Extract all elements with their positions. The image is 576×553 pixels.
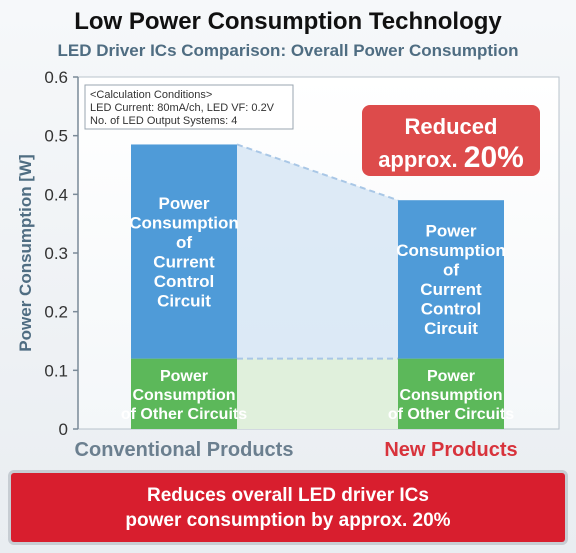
current-control-label-line: Consumption [396,241,506,260]
current-control-label-line: of [443,261,459,280]
chart-subtitle: LED Driver ICs Comparison: Overall Power… [57,41,519,60]
callout-value: 20% [464,141,524,174]
current-control-label-line: of [176,233,192,252]
y-tick-label: 0.5 [44,127,68,146]
current-control-label-line: Current [420,280,482,299]
x-category-label: Conventional Products [75,439,294,461]
other-circuits-label-line: Power [427,368,475,385]
callout-line-1: Reduced [405,114,498,139]
banner-line-1: Reduces overall LED driver ICs [147,484,429,506]
bar-current-control [131,144,237,359]
other-circuits-label-line: Power [160,368,208,385]
y-axis-label: Power Consumption [W] [16,154,35,351]
other-circuits-label-line: of Other Circuits [121,406,247,423]
current-control-label-line: Control [421,300,481,319]
other-circuits-label-line: Consumption [399,387,502,404]
summary-banner: Reduces overall LED driver ICs power con… [11,473,565,542]
conditions-line-2: No. of LED Output Systems: 4 [90,115,237,127]
conditions-heading: <Calculation Conditions> [90,89,212,101]
current-control-label-line: Circuit [157,291,211,310]
stacked-bar-chart: PowerConsumptionofCurrentControlCircuitP… [16,68,560,461]
other-circuits-label-line: Consumption [132,387,235,404]
current-control-label-line: Control [154,272,214,291]
y-tick-label: 0.6 [44,68,68,87]
top-dashed-connector [236,143,399,202]
current-control-label-line: Circuit [424,319,478,338]
conditions-line-1: LED Current: 80mA/ch, LED VF: 0.2V [90,102,275,114]
y-tick-label: 0.4 [44,185,68,204]
reduction-callout: Reduced approx. 20% [362,105,540,176]
bar-current-control [398,200,504,359]
current-control-label-line: Consumption [129,213,239,232]
chart-title: Low Power Consumption Technology [74,8,502,35]
y-tick-label: 0.2 [44,303,68,322]
x-category-label: New Products [384,439,517,461]
callout-line-2: approx. 20% [378,141,524,174]
y-tick-label: 0.3 [44,244,68,263]
reduction-shade-current [237,144,398,359]
current-control-label-line: Power [425,222,476,241]
y-tick-label: 0.1 [44,361,68,380]
bar-other-circuits [131,358,237,429]
bar-other-circuits [398,358,504,429]
current-control-label-line: Current [153,252,215,271]
reduction-shade-other [237,358,398,429]
current-control-label-line: Power [158,194,209,213]
banner-line-2: power consumption by approx. 20% [125,509,451,531]
callout-prefix: approx. [378,147,464,172]
other-circuits-label-line: of Other Circuits [388,406,514,423]
calculation-conditions-box: <Calculation Conditions> LED Current: 80… [84,84,294,130]
y-tick-label: 0 [59,420,68,439]
